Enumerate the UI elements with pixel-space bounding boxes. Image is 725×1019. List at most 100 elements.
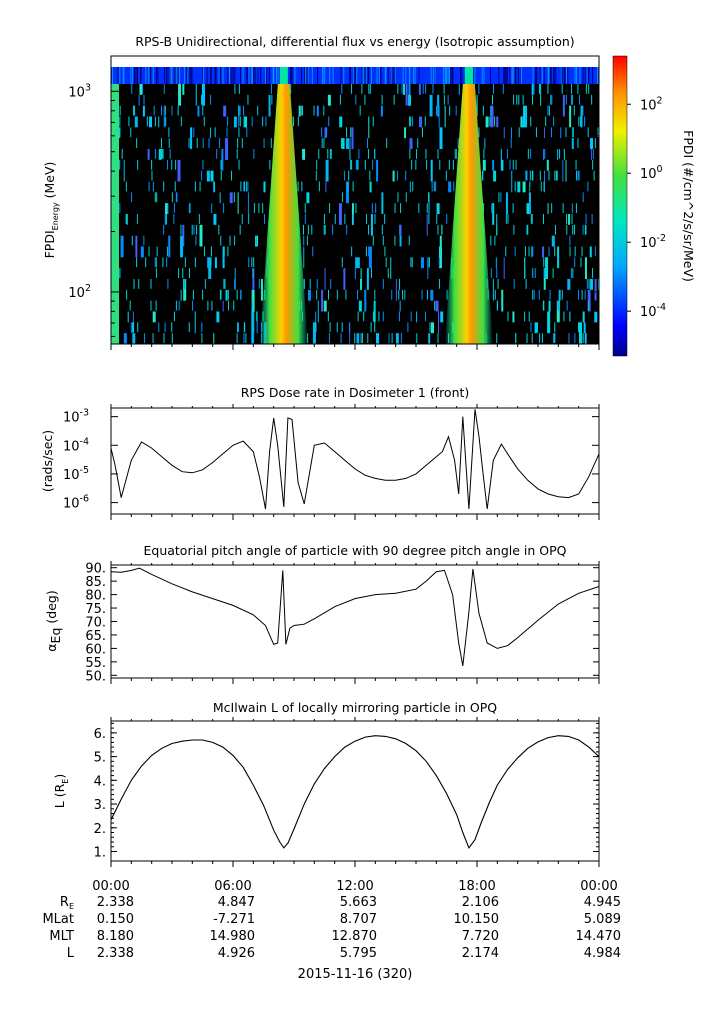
spectrogram-cell xyxy=(597,67,599,84)
spectrogram-cell xyxy=(370,322,372,333)
spectrogram-cell xyxy=(340,138,342,148)
spectrogram-cell xyxy=(306,235,308,246)
spectrogram-cell xyxy=(206,67,208,84)
spectrogram-cell xyxy=(253,257,255,268)
spectrogram-cell xyxy=(202,289,204,300)
spectrogram-cell xyxy=(184,279,186,289)
spectrogram-cell xyxy=(449,105,451,116)
spectrogram-cell xyxy=(579,322,583,344)
spectrogram-cell xyxy=(270,138,272,148)
spectrogram-cell xyxy=(201,170,203,181)
spectrogram-cell xyxy=(531,333,533,343)
ephem-mlt-0: 8.180 xyxy=(97,929,134,944)
spectrogram-cell xyxy=(329,149,331,159)
spectrogram-cell xyxy=(491,94,493,105)
spectrogram-cell xyxy=(253,203,255,213)
spectrogram-cell xyxy=(397,84,399,94)
spectrogram-cell xyxy=(526,224,528,235)
spectrogram-cell xyxy=(173,214,175,224)
spectrogram-cell xyxy=(571,138,574,149)
spectrogram-cell xyxy=(594,279,597,301)
spectrogram-cell xyxy=(592,159,594,170)
spectrogram-cell xyxy=(553,333,555,343)
spectrogram-cell xyxy=(248,257,250,268)
spectrogram-cell xyxy=(173,311,175,322)
spectrogram-cell xyxy=(303,246,305,269)
spectrogram-cell xyxy=(569,235,571,246)
spectrogram-cell xyxy=(323,138,325,148)
pitch-title: Equatorial pitch angle of particle with … xyxy=(143,543,566,558)
spectrogram-cell xyxy=(194,257,196,268)
spectrogram-cell xyxy=(238,84,240,94)
spectrogram-cell xyxy=(565,127,567,138)
spectrogram-cell xyxy=(352,214,354,224)
spectrogram-cell xyxy=(378,311,380,322)
spectrogram-cell xyxy=(507,214,509,224)
spectrogram-cell xyxy=(219,192,221,204)
spectrogram-cell xyxy=(212,181,215,193)
spectrogram-cell xyxy=(302,149,306,160)
spectrogram-cell xyxy=(330,279,332,289)
spectrogram-cell xyxy=(210,246,212,257)
pitch-ytick-label-8: 50. xyxy=(85,669,106,684)
spectrogram-cell xyxy=(569,246,571,257)
spectrogram-cell xyxy=(343,67,345,84)
spectrogram-cell xyxy=(574,246,576,257)
spectrogram-cell xyxy=(316,67,318,84)
spectrogram-cell xyxy=(539,67,541,84)
spectrogram-cell xyxy=(355,94,357,105)
spectrogram-cell xyxy=(532,246,534,257)
spectrogram-cell xyxy=(597,279,599,290)
spectrogram-cell xyxy=(190,127,193,149)
spectrogram-cell xyxy=(400,203,402,213)
spectrogram-cell xyxy=(425,149,427,159)
spectrogram-cell xyxy=(303,224,305,235)
spectrogram-cell xyxy=(558,289,561,301)
spectrogram-cell xyxy=(457,138,459,148)
spectrogram-cell xyxy=(432,67,434,84)
spectrogram-cell xyxy=(428,333,431,344)
spectrogram-cell xyxy=(210,170,214,182)
spectrogram-cell xyxy=(294,67,296,84)
spectrogram-cell xyxy=(168,235,171,258)
spectrogram-cell xyxy=(358,300,362,312)
spectrogram-cell xyxy=(597,127,599,138)
spectrogram-cell xyxy=(577,138,579,148)
time-tick-3: 18:00 xyxy=(458,879,495,894)
spectrogram-cell xyxy=(554,246,556,257)
spectrogram-cell xyxy=(555,67,557,84)
spectrogram-cell xyxy=(236,333,238,343)
spectrogram-cell xyxy=(368,84,370,94)
spectrogram-cell xyxy=(253,149,255,159)
spectrogram-cell xyxy=(547,67,549,84)
spectrogram-cell xyxy=(505,67,507,84)
spectrogram-cell xyxy=(372,311,374,322)
spectrogram-cell xyxy=(332,224,334,235)
spectrogram-cell xyxy=(478,127,480,138)
spectrogram-cell xyxy=(569,105,572,128)
spectrogram-cell xyxy=(178,268,180,278)
spectrogram-cell xyxy=(489,116,491,127)
spectrogram-cell xyxy=(518,94,520,105)
spectrogram-cell xyxy=(407,322,409,333)
spectrogram-cell xyxy=(513,94,515,105)
spectrogram-cell xyxy=(501,289,504,312)
spectrogram-cell xyxy=(194,181,196,192)
spectrogram-cell xyxy=(544,149,546,159)
spectrogram-cell xyxy=(210,67,212,84)
spectrogram-cell xyxy=(238,127,240,138)
time-tick-labels: 00:00 06:00 12:00 18:00 00:00 xyxy=(92,879,617,894)
spectrogram-cell xyxy=(188,203,190,213)
spectrogram-cell xyxy=(380,67,382,84)
spectrogram-cell xyxy=(305,67,307,84)
dose-ylabel: (rads/sec) xyxy=(40,430,55,492)
spectrogram-cell xyxy=(511,67,513,84)
spectrogram-cell xyxy=(324,67,326,84)
spectrogram-cell xyxy=(417,138,419,148)
spectrogram-cell xyxy=(345,138,349,149)
spectrogram-cell xyxy=(535,67,537,84)
spectrogram-cell xyxy=(346,224,348,235)
spectrogram-cell xyxy=(399,235,402,247)
spectrogram-cell xyxy=(162,149,164,159)
spectrogram-cell xyxy=(514,246,516,257)
